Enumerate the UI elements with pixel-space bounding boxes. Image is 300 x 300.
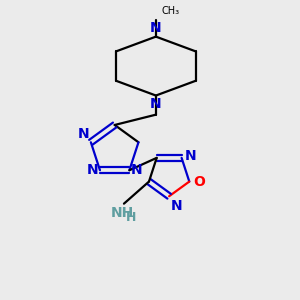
Text: H: H: [126, 211, 136, 224]
Text: N: N: [78, 127, 89, 141]
Text: N: N: [171, 199, 182, 213]
Text: N: N: [150, 97, 162, 111]
Text: NH: NH: [111, 206, 134, 220]
Text: CH₃: CH₃: [162, 6, 180, 16]
Text: N: N: [185, 149, 197, 164]
Text: N: N: [131, 163, 142, 177]
Text: N: N: [150, 21, 162, 35]
Text: O: O: [194, 175, 206, 189]
Text: N: N: [87, 163, 98, 177]
